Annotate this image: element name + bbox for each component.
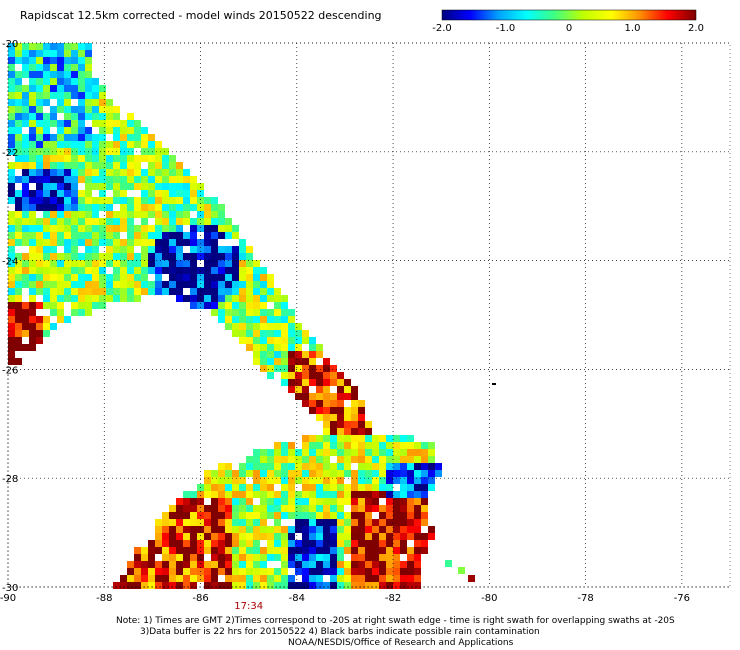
lat-tick-label: -22 [2, 148, 18, 159]
colorbar-tick-label: -2.0 [432, 23, 452, 34]
lon-tick-label: -78 [577, 593, 593, 604]
map-frame [7, 42, 731, 588]
lon-tick-label: -86 [192, 593, 208, 604]
swath-time-label: 17:34 [234, 601, 263, 612]
colorbar-tick-label: 2.0 [688, 23, 704, 34]
colorbar-tick-label: 1.0 [625, 23, 641, 34]
lon-tick-label: -76 [674, 593, 690, 604]
lon-tick-label: -90 [0, 593, 16, 604]
lat-tick-label: -30 [2, 583, 18, 594]
rain-flag-barb [492, 383, 496, 385]
colorbar-gradient [441, 9, 697, 21]
note-line-3: NOAA/NESDIS/Office of Research and Appli… [288, 638, 514, 648]
lon-tick-label: -82 [385, 593, 401, 604]
lon-tick-label: -84 [289, 593, 305, 604]
lat-tick-label: -28 [2, 474, 18, 485]
map-title: Rapidscat 12.5km corrected - model winds… [20, 9, 382, 22]
note-line-2: 3)Data buffer is 22 hrs for 20150522 4) … [140, 627, 540, 637]
colorbar-tick-label: -1.0 [496, 23, 516, 34]
note-line-1: Note: 1) Times are GMT 2)Times correspon… [116, 616, 675, 626]
lon-tick-label: -80 [481, 593, 497, 604]
wind-difference-pixels [8, 43, 475, 589]
colorbar-tick-label: 0 [566, 23, 572, 34]
lon-tick-label: -88 [96, 593, 112, 604]
lat-tick-label: -24 [2, 257, 18, 268]
colorbar: -2.0 -1.0 0 1.0 2.0 [432, 9, 704, 34]
lat-tick-label: -20 [2, 39, 18, 50]
lat-tick-label: -26 [2, 365, 18, 376]
wind-difference-map: -90 -88 -86 -84 -82 -80 -78 -76 -20 -22 -24 -26 -28 -… [0, 39, 731, 612]
